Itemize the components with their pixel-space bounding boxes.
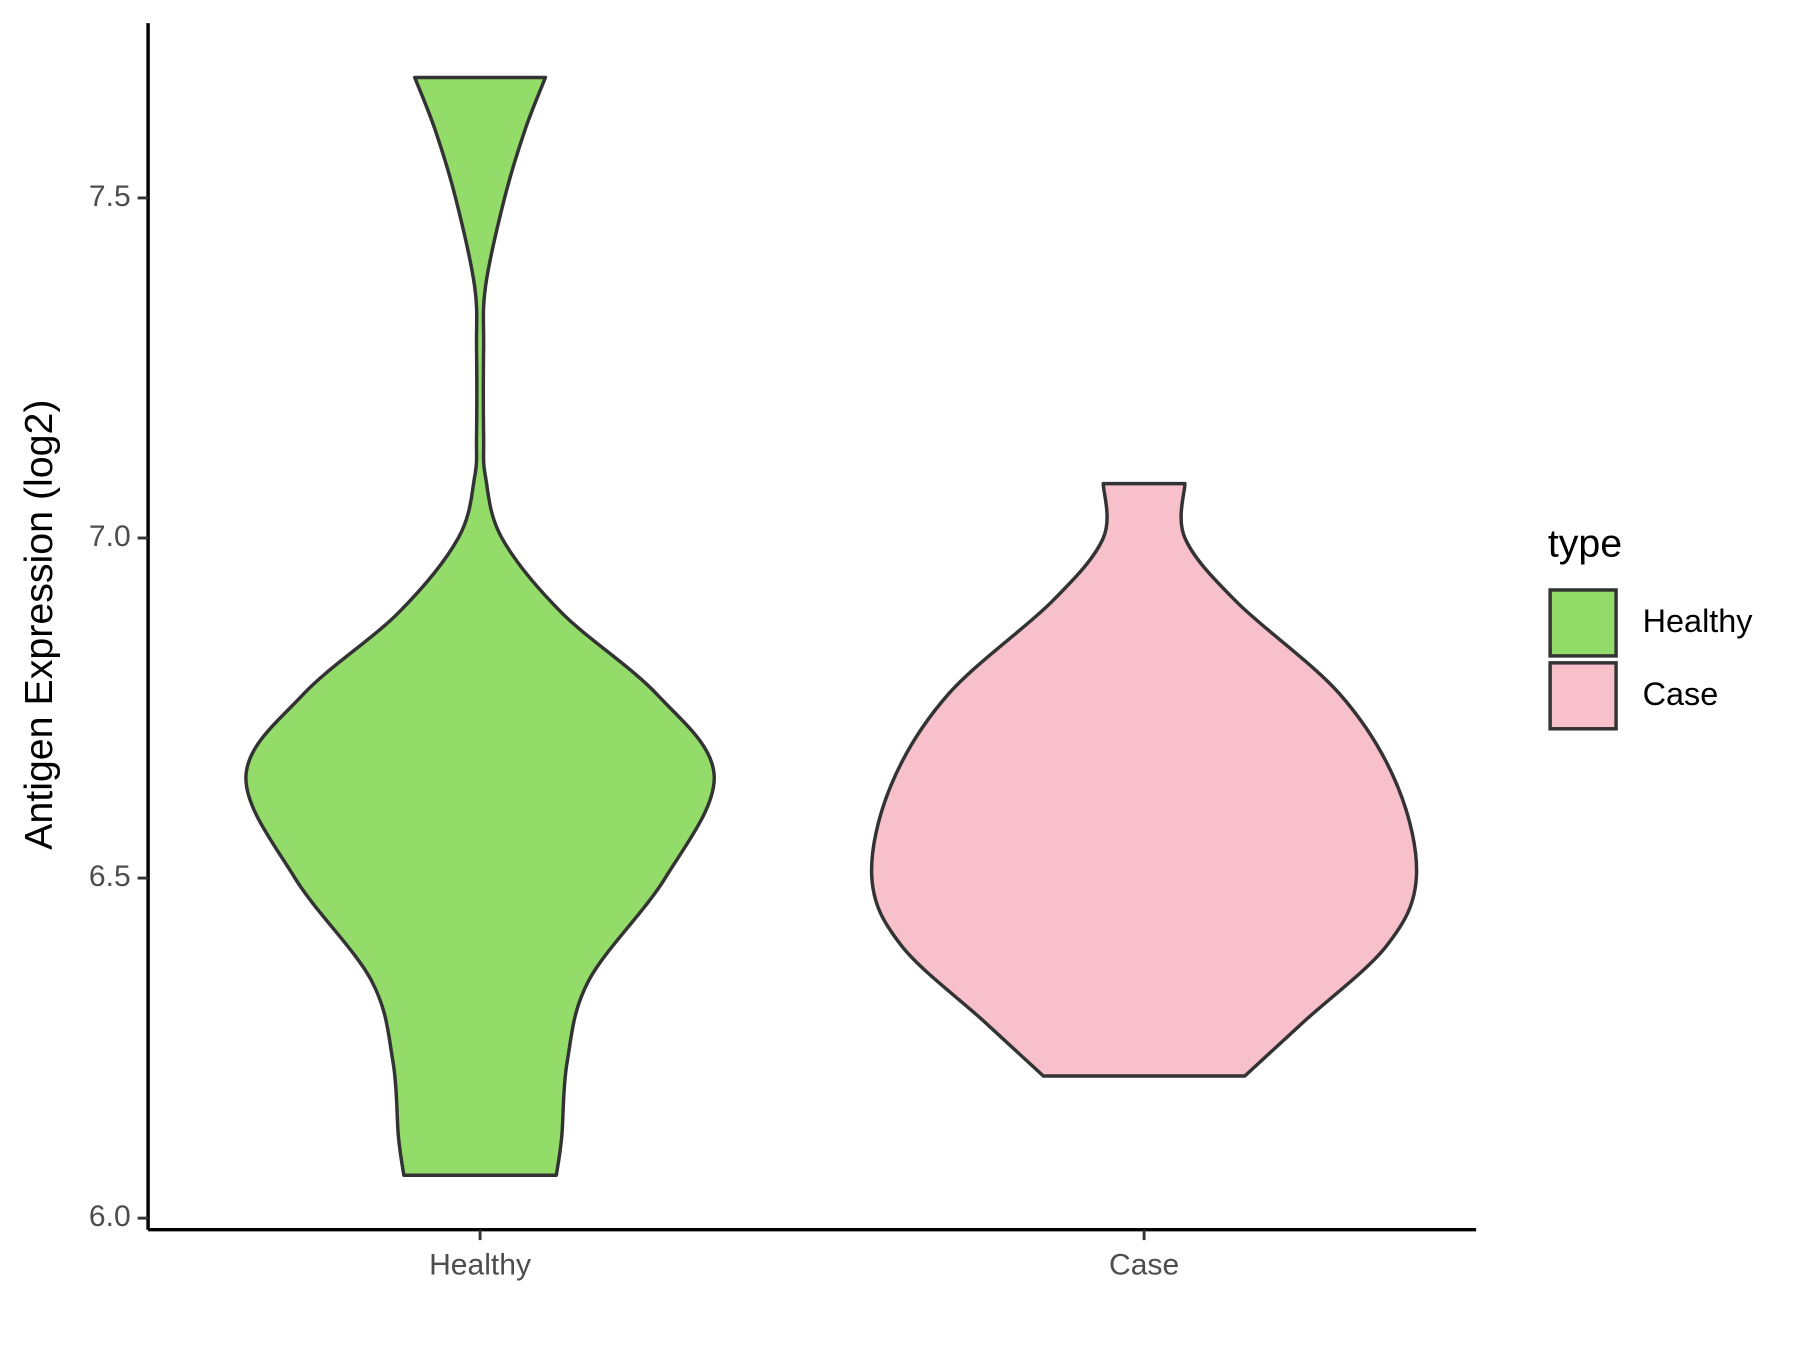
y-tick-label: 7.5 [89, 180, 131, 213]
violin [869, 481, 1419, 1078]
y-tick-label: 6.5 [89, 860, 131, 893]
legend-swatch [1548, 588, 1618, 658]
x-tick-label: Case [1109, 1249, 1179, 1282]
legend-label: Healthy [1643, 603, 1754, 639]
y-axis-title: Antigen Expression (log2) [17, 400, 61, 850]
x-tick-label: Healthy [429, 1249, 531, 1282]
legend-title: type [1548, 521, 1622, 565]
violin [244, 75, 716, 1178]
y-tick-label: 7.0 [89, 520, 131, 553]
legend-label: Case [1643, 676, 1719, 712]
y-tick-label: 6.0 [89, 1200, 131, 1233]
legend-swatch [1548, 661, 1618, 731]
